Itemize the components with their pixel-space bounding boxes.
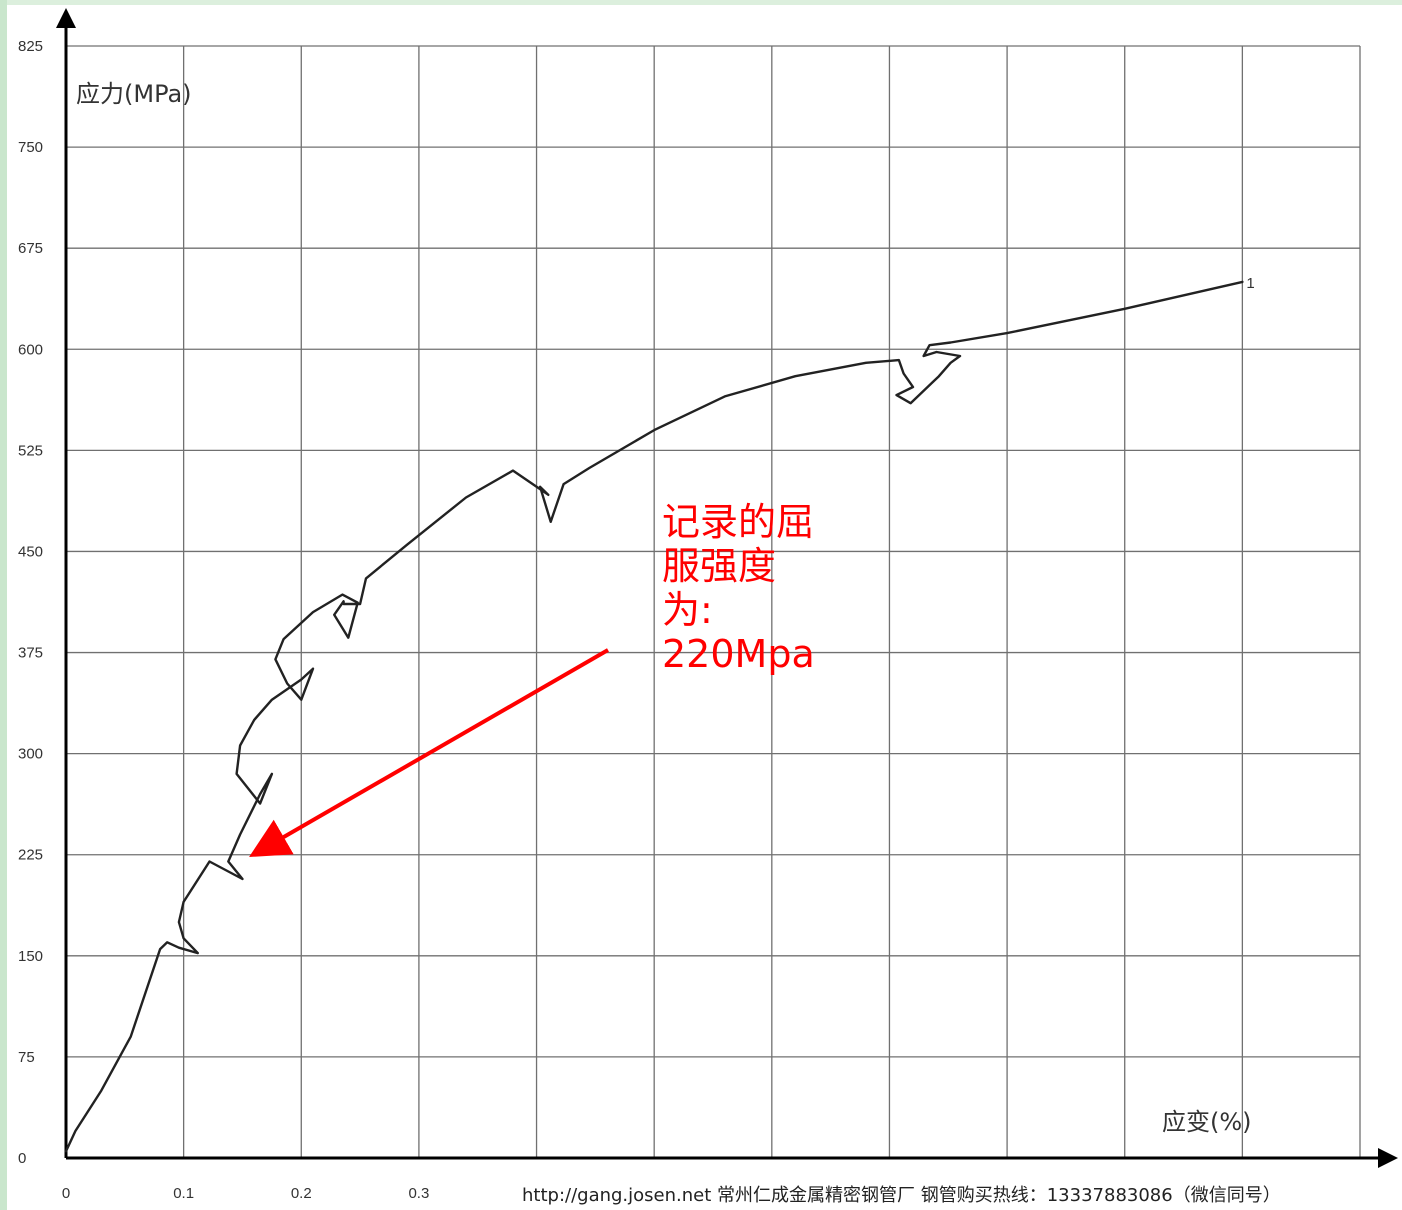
x-axis-title: 应变(%) — [1162, 1108, 1252, 1136]
y-tick-label: 750 — [18, 139, 43, 156]
x-tick-label: 0.1 — [173, 1185, 194, 1202]
y-tick-label: 300 — [18, 746, 43, 763]
y-tick-label: 0 — [18, 1150, 26, 1167]
annotation-arrow — [249, 648, 609, 857]
y-tick-label: 450 — [18, 543, 43, 560]
x-tick-label: 0.2 — [291, 1185, 312, 1202]
series-layer: 1 — [64, 275, 1255, 1153]
axes — [56, 8, 1398, 1168]
annotation-line-3: 为: — [662, 588, 713, 632]
annotation-line-2: 服强度 — [662, 544, 777, 588]
y-tick-label: 825 — [18, 38, 43, 55]
x-tick-label: 0 — [62, 1185, 70, 1202]
x-axis-arrowhead — [1378, 1148, 1398, 1168]
yield-strength-annotation: 记录的屈 服强度 为: 220Mpa — [662, 500, 862, 676]
top-border — [0, 0, 1402, 5]
left-border — [0, 0, 7, 1210]
watermark-text: http://gang.josen.net 常州仁成金属精密钢管厂 钢管购买热线… — [522, 1184, 1397, 1208]
y-tick-label: 600 — [18, 341, 43, 358]
y-tick-label: 225 — [18, 847, 43, 864]
y-tick-label: 525 — [18, 442, 43, 459]
y-tick-label: 375 — [18, 645, 43, 662]
y-tick-label: 150 — [18, 948, 43, 965]
annotation-line-4: 220Mpa — [662, 632, 815, 676]
y-tick-label: 75 — [18, 1049, 35, 1066]
y-axis-arrowhead — [56, 8, 76, 28]
x-tick-label: 0.3 — [408, 1185, 429, 1202]
y-axis-title: 应力(MPa) — [76, 80, 192, 108]
y-tick-label: 675 — [18, 240, 43, 257]
series-end-label: 1 — [1246, 275, 1254, 292]
annotation-line-1: 记录的屈 — [662, 500, 815, 544]
series-line — [64, 280, 1244, 1153]
